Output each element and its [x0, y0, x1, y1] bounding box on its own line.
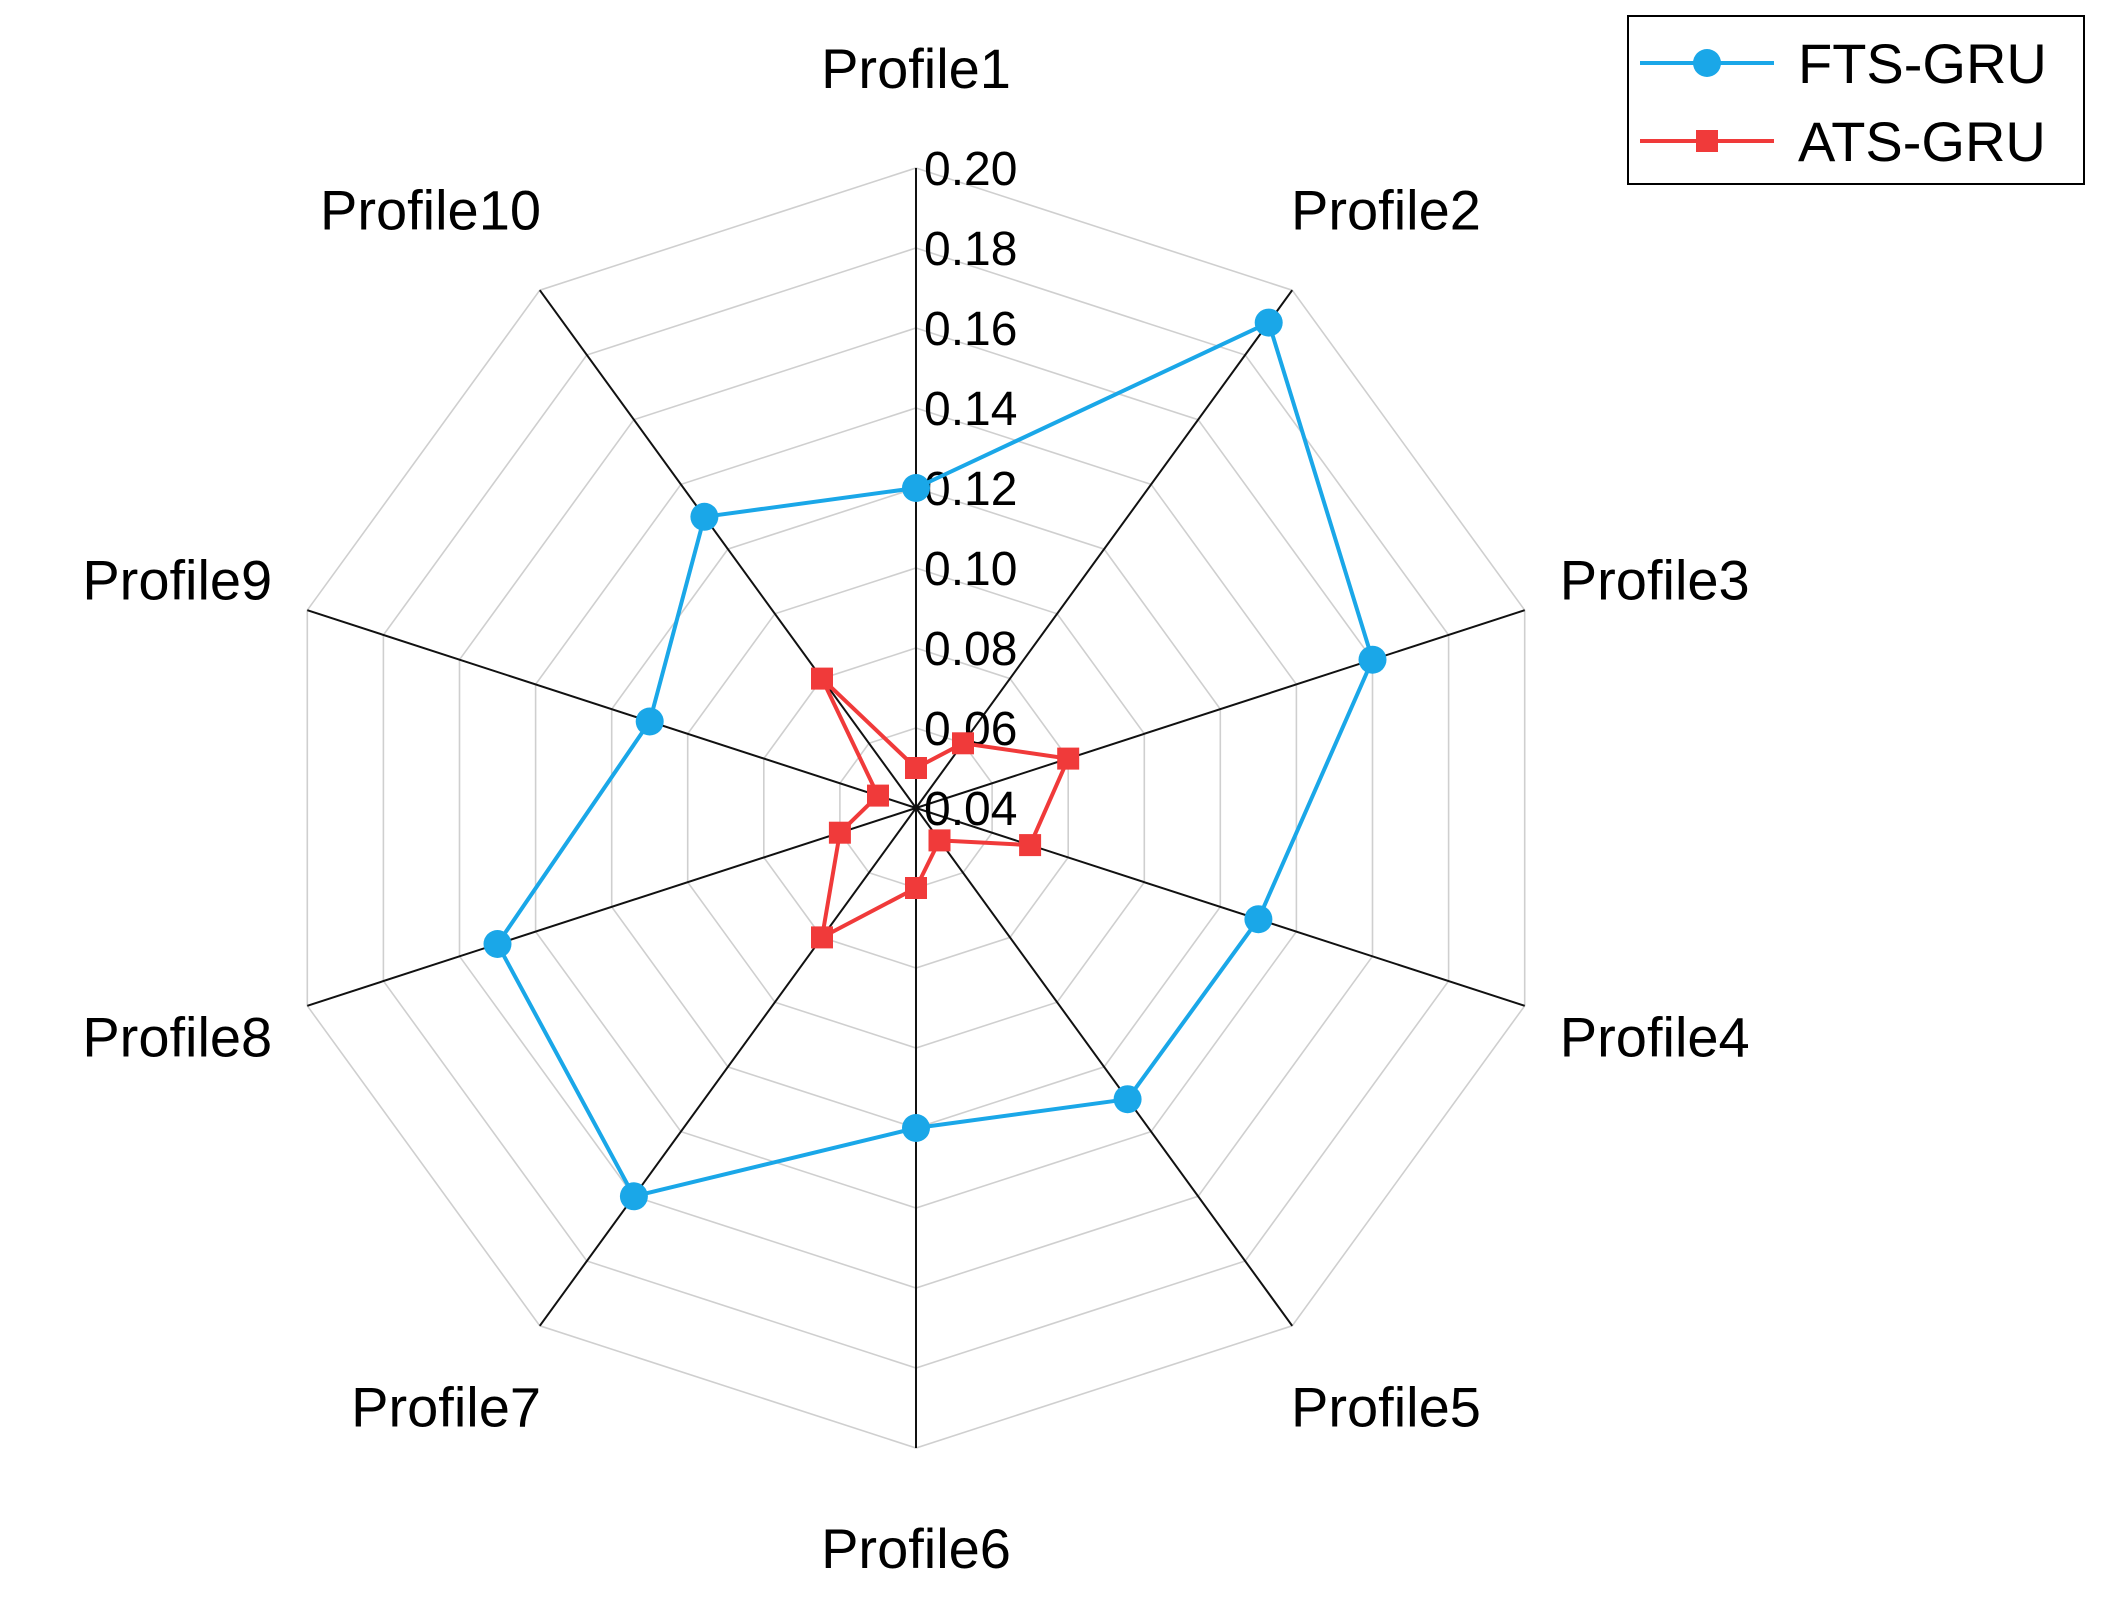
data-point: [1254, 308, 1283, 337]
data-point: [952, 732, 974, 755]
data-point: [811, 667, 833, 690]
data-point: [905, 757, 927, 779]
category-label: Profile3: [1560, 548, 1750, 611]
legend-entry-ats-gru: ATS-GRU: [1640, 110, 2046, 173]
tick-label: 0.08: [924, 623, 1017, 676]
category-label: Profile8: [82, 1006, 272, 1069]
data-point: [1057, 747, 1080, 770]
data-point: [619, 1182, 648, 1211]
axis-spoke: [915, 807, 1294, 1327]
tick-label: 0.10: [924, 543, 1017, 596]
tick-label: 0.18: [924, 223, 1017, 276]
legend-label: ATS-GRU: [1798, 110, 2046, 173]
category-labels: Profile1 Profile2 Profile3 Profile4 Profile5…: [82, 37, 1749, 1580]
data-point: [1113, 1085, 1142, 1114]
data-point: [905, 877, 927, 899]
legend: FTS-GRU ATS-GRU: [1627, 15, 2085, 185]
data-point: [811, 926, 833, 949]
category-label: Profile2: [1291, 178, 1481, 241]
tick-label: 0.20: [924, 143, 1017, 196]
category-label: Profile1: [821, 37, 1011, 100]
data-series: [483, 308, 1387, 1211]
axis-spoke: [915, 609, 1526, 809]
axis-spoke: [915, 289, 1294, 809]
data-point: [902, 1114, 930, 1142]
data-point: [1244, 905, 1273, 934]
axis-spoke: [915, 807, 1526, 1007]
tick-label: 0.14: [924, 383, 1017, 436]
data-point: [483, 930, 512, 958]
tick-label: 0.16: [924, 303, 1017, 356]
tick-label: 0.12: [924, 463, 1017, 516]
axis-spoke: [538, 289, 917, 809]
category-label: Profile6: [821, 1517, 1011, 1580]
data-point: [867, 784, 889, 807]
data-point: [1019, 834, 1042, 857]
axis-spoke: [538, 807, 917, 1327]
legend-box: [1627, 15, 2085, 185]
data-point: [902, 474, 930, 502]
series-ats-gru: [811, 667, 1080, 949]
data-point: [690, 502, 719, 531]
legend-swatch-marker: [1696, 130, 1718, 152]
axis-spoke: [306, 609, 917, 809]
data-point: [928, 829, 951, 852]
data-point: [635, 707, 664, 736]
radial-tick-labels: 0.040.060.080.100.120.140.160.180.20: [924, 143, 1017, 836]
tick-label: 0.04: [924, 783, 1017, 836]
series-fts-gru: [483, 308, 1387, 1211]
data-point: [1358, 645, 1387, 674]
axis-spoke: [306, 807, 917, 1007]
category-label: Profile4: [1560, 1006, 1750, 1069]
data-point: [828, 821, 851, 844]
category-label: Profile10: [320, 178, 541, 241]
category-label: Profile7: [351, 1376, 541, 1439]
legend-label: FTS-GRU: [1798, 32, 2047, 95]
legend-entry-fts-gru: FTS-GRU: [1640, 32, 2047, 95]
category-label: Profile9: [82, 548, 272, 611]
category-label: Profile5: [1291, 1376, 1481, 1439]
legend-swatch-marker: [1693, 49, 1721, 77]
